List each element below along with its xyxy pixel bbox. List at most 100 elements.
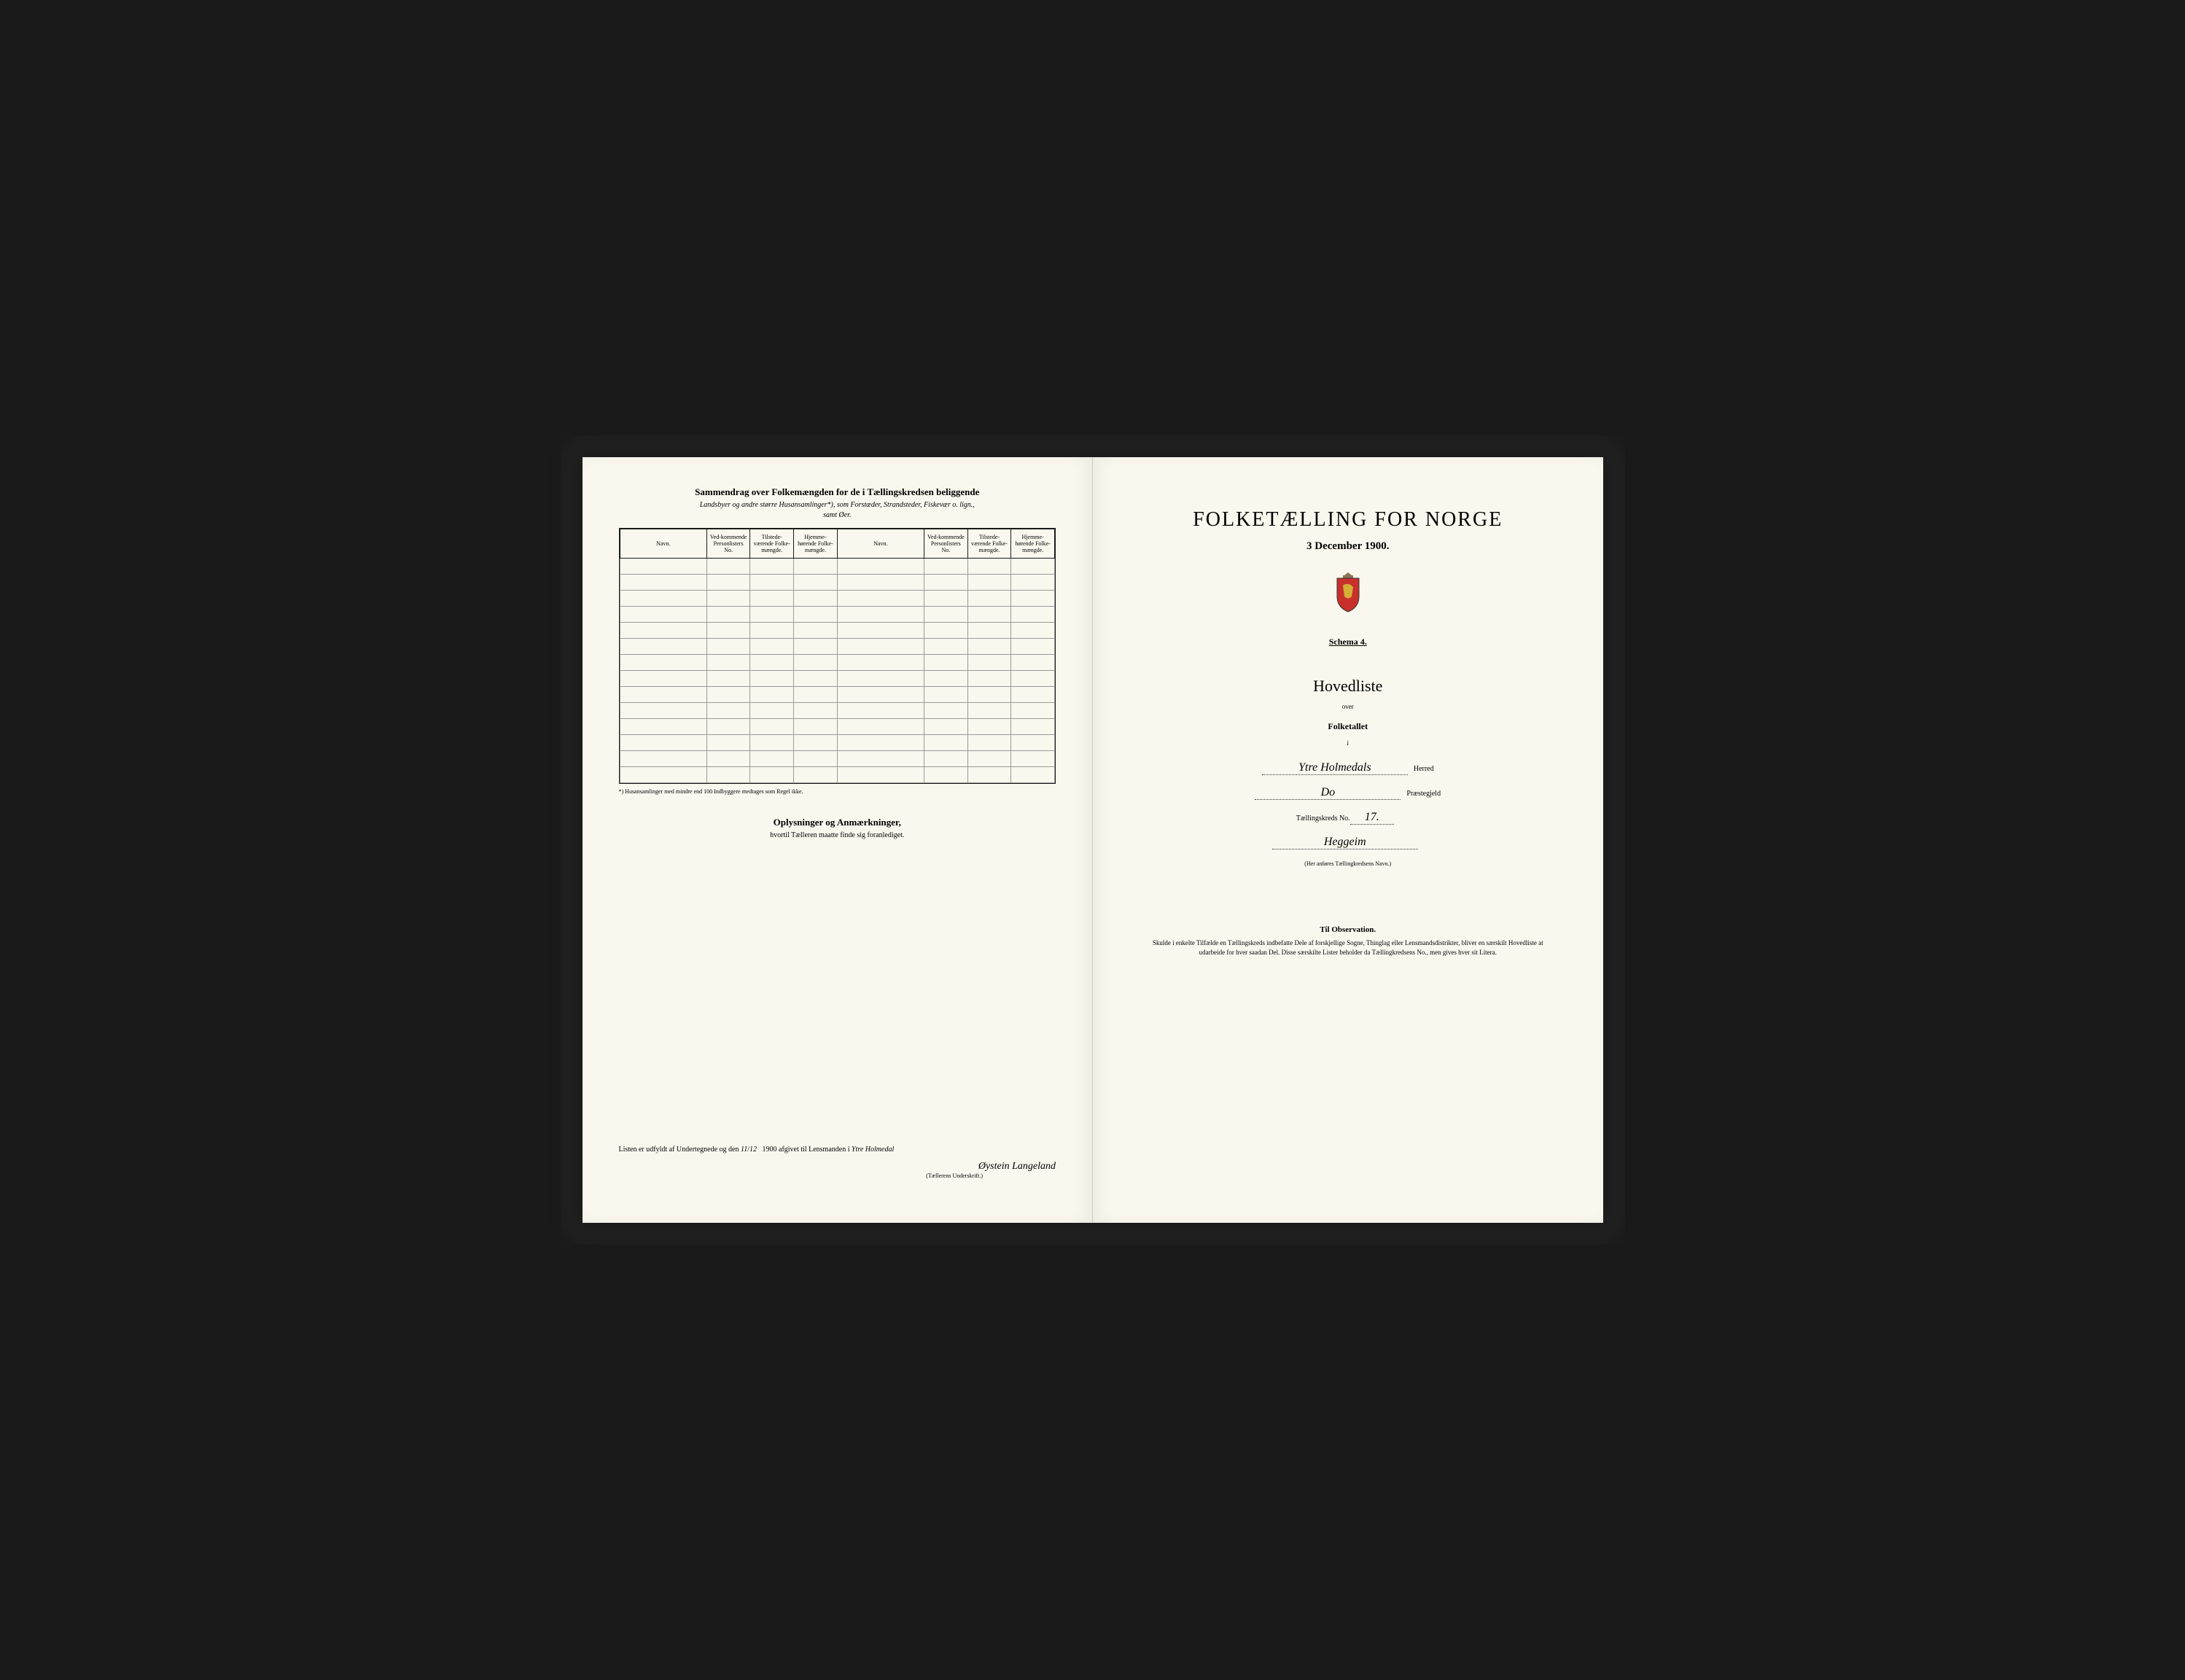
over-label: over [1129,703,1567,710]
table-cell [620,655,706,671]
summary-table: Navn. Ved-kommende Personlisters No. Til… [619,528,1056,784]
table-cell [620,735,706,751]
book-spread: Sammendrag over Folkemængden for de i Tæ… [583,457,1603,1223]
table-cell [620,703,706,719]
th-tilst-1: Tilstede-værende Folke-mængde. [750,529,794,559]
kreds-prefix: Tællingskreds No. [1296,814,1350,822]
table-cell [750,607,794,623]
herred-label: Herred [1414,765,1434,773]
table-cell [620,671,706,687]
table-cell [967,623,1011,639]
table-cell [837,687,924,703]
table-cell [706,719,750,735]
table-cell [750,735,794,751]
table-cell [837,623,924,639]
table-cell [750,623,794,639]
table-cell [794,559,838,575]
table-cell [924,735,968,751]
table-cell [750,639,794,655]
table-cell [620,623,706,639]
signature-label: (Tællerens Underskrift.) [619,1172,984,1179]
table-cell [794,575,838,591]
table-cell [924,767,968,783]
left-page: Sammendrag over Folkemængden for de i Tæ… [583,457,1094,1223]
main-title: FOLKETÆLLING FOR NORGE [1129,508,1567,532]
table-cell [967,575,1011,591]
table-cell [1011,703,1055,719]
date-month: 12 [749,1146,757,1154]
table-row [620,703,1055,719]
table-cell [1011,639,1055,655]
table-row [620,751,1055,767]
table-cell [924,671,968,687]
table-cell [1011,607,1055,623]
table-cell [967,735,1011,751]
table-cell [837,655,924,671]
table-cell [794,591,838,607]
table-cell [1011,671,1055,687]
table-cell [750,751,794,767]
table-row [620,735,1055,751]
table-cell [837,703,924,719]
table-row [620,687,1055,703]
table-cell [706,559,750,575]
table-row [620,639,1055,655]
i-label: i [1129,739,1567,747]
th-hjem-1: Hjemme-hørende Folke-mængde. [794,529,838,559]
table-cell [620,751,706,767]
table-cell [794,751,838,767]
table-cell [794,655,838,671]
observation-text: Skulde i enkelte Tilfælde en Tællingskre… [1129,938,1567,957]
table-cell [794,719,838,735]
place-handwritten: Ytre Holmedal [852,1146,894,1154]
schema-label: Schema 4. [1129,637,1567,648]
folketallet-label: Folketallet [1129,721,1567,732]
table-cell [750,671,794,687]
table-cell [837,559,924,575]
table-row [620,767,1055,783]
table-cell [706,703,750,719]
table-cell [837,751,924,767]
right-page: FOLKETÆLLING FOR NORGE 3 December 1900. … [1093,457,1603,1223]
table-cell [924,751,968,767]
table-cell [967,559,1011,575]
table-row [620,575,1055,591]
table-cell [706,575,750,591]
table-cell [967,639,1011,655]
table-cell [967,607,1011,623]
table-cell [837,639,924,655]
th-pers-1: Ved-kommende Personlisters No. [706,529,750,559]
table-cell [967,719,1011,735]
table-cell [1011,687,1055,703]
th-pers-2: Ved-kommende Personlisters No. [924,529,968,559]
left-subtitle-1: Landsbyer og andre større Husansamlinger… [619,501,1056,509]
table-cell [837,591,924,607]
table-row [620,559,1055,575]
table-cell [620,575,706,591]
table-cell [794,767,838,783]
table-cell [967,591,1011,607]
table-cell [924,607,968,623]
table-cell [924,703,968,719]
table-cell [924,719,968,735]
table-row [620,607,1055,623]
table-row [620,655,1055,671]
table-cell [706,735,750,751]
table-cell [967,751,1011,767]
table-cell [706,623,750,639]
kreds-name-field: Heggeim [1129,836,1567,849]
table-cell [794,639,838,655]
table-cell [706,639,750,655]
hovedliste-heading: Hovedliste [1129,677,1567,696]
praestegjeld-value: Do [1255,786,1401,800]
table-cell [620,559,706,575]
kreds-field: Tællingskreds No. 17. [1129,811,1567,825]
herred-field: Ytre Holmedals Herred [1129,761,1567,775]
table-row [620,623,1055,639]
table-cell [1011,591,1055,607]
table-cell [750,655,794,671]
th-navn-2: Navn. [837,529,924,559]
table-cell [620,639,706,655]
table-cell [837,607,924,623]
table-cell [924,559,968,575]
